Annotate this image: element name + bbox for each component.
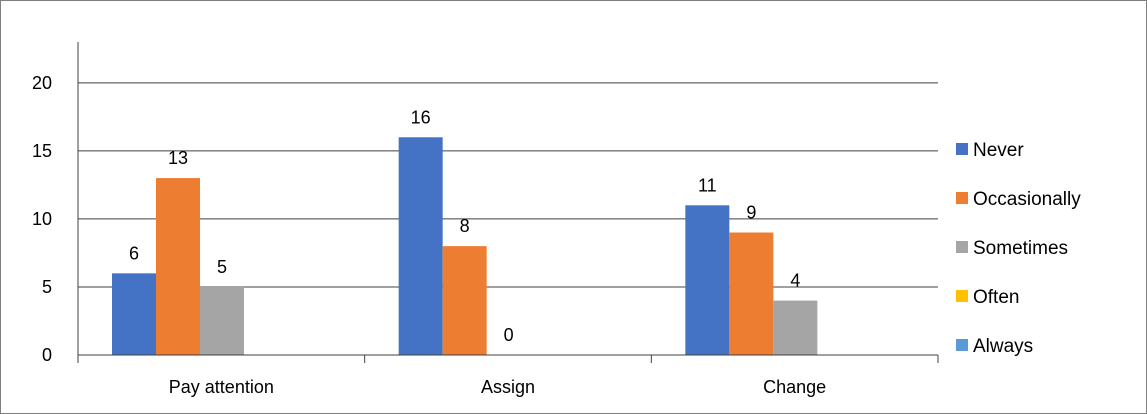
bar-occasionally-change	[729, 232, 774, 355]
data-labels: 6 13 5 16 8 0 11 9 4	[129, 107, 800, 345]
legend-swatch-sometimes	[956, 241, 968, 253]
legend-label-occasionally: Occasionally	[973, 189, 1081, 210]
bar-sometimes-pay-attention	[200, 286, 244, 355]
bar-sometimes-change	[773, 300, 818, 355]
legend-label-sometimes: Sometimes	[973, 238, 1068, 259]
legend: Never Occasionally Sometimes Often Always	[956, 140, 1081, 357]
y-axis-ticks: 0 5 10 15 20	[32, 73, 52, 365]
legend-label-never: Never	[973, 140, 1024, 161]
data-label-never-change: 11	[698, 175, 717, 195]
y-tick-label: 15	[32, 141, 52, 161]
bars	[112, 137, 818, 355]
bar-never-pay-attention	[112, 273, 156, 355]
bar-never-change	[685, 205, 730, 355]
data-label-never-assign: 16	[411, 107, 431, 127]
legend-swatch-never	[956, 143, 968, 155]
bar-occasionally-assign	[442, 246, 487, 355]
x-tick-label: Change	[763, 377, 826, 397]
legend-swatch-occasionally	[956, 192, 968, 204]
y-tick-label: 5	[42, 277, 52, 297]
y-tick-label: 0	[42, 345, 52, 365]
legend-swatch-always	[956, 339, 968, 351]
legend-swatch-often	[956, 290, 968, 302]
bar-never-assign	[398, 137, 443, 355]
bar-occasionally-pay-attention	[156, 178, 200, 355]
data-label-sometimes-change: 4	[790, 271, 800, 291]
data-label-sometimes-assign: 0	[504, 325, 514, 345]
data-label-occasionally-change: 9	[746, 203, 756, 223]
y-tick-label: 20	[32, 73, 52, 93]
legend-label-often: Often	[973, 287, 1019, 308]
data-label-sometimes-pay-attention: 5	[217, 257, 227, 277]
data-label-never-pay-attention: 6	[129, 243, 139, 263]
data-label-occasionally-pay-attention: 13	[168, 148, 188, 168]
data-label-occasionally-assign: 8	[460, 216, 470, 236]
y-tick-label: 10	[32, 209, 52, 229]
x-tick-label: Pay attention	[169, 377, 274, 397]
legend-label-always: Always	[973, 336, 1033, 357]
x-axis: Pay attention Assign Change	[77, 42, 939, 397]
x-tick-label: Assign	[481, 377, 535, 397]
